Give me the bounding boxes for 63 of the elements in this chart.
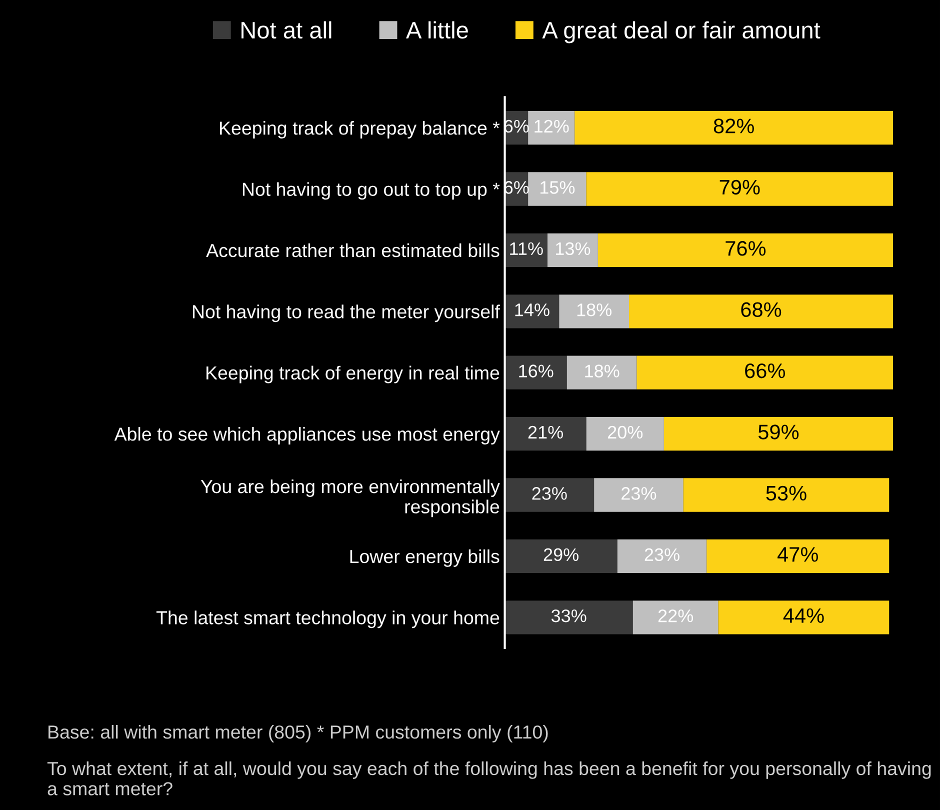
bar (586, 172, 893, 206)
y-tick-label: Not having to go out to top up * (242, 182, 500, 200)
bar (574, 110, 893, 145)
y-tick-label: Lower energy bills (350, 549, 500, 567)
bar (559, 294, 630, 328)
data-label: 29% (544, 548, 578, 562)
data-label: 82% (714, 118, 754, 134)
bar (504, 356, 567, 390)
data-label: 23% (622, 487, 656, 500)
bar (683, 478, 890, 512)
bar (504, 294, 560, 328)
y-tick-label: Accurate rather than estimated bills (206, 243, 500, 258)
data-label: 53% (766, 486, 806, 501)
y-tick-label: The latest smart technology in your home (156, 610, 500, 628)
legend-label: A great deal or fair amount (542, 21, 820, 44)
data-label: 21% (528, 426, 563, 439)
bar (632, 600, 718, 634)
data-label: 13% (556, 242, 590, 256)
bar (586, 416, 664, 451)
legend-label: Not at all (242, 21, 332, 39)
data-label: 14% (515, 304, 550, 316)
data-label: 47% (778, 547, 818, 562)
y-tick-label: Not having to read the meter yourself (192, 304, 500, 322)
text: To what extent, if at all, would you say each of the following has been a benefit for you personally of having a smart meter? (47, 761, 931, 796)
bar (504, 539, 618, 574)
bar (636, 356, 893, 390)
legend-label: A little (406, 21, 468, 39)
bar (594, 478, 684, 512)
text: Base: all with smart meter (805) * PPM customers only (110) (48, 724, 548, 742)
data-label: 12% (534, 120, 569, 133)
bar (504, 416, 586, 451)
bar (629, 294, 893, 328)
bar (617, 539, 707, 574)
data-label: 11% (510, 242, 543, 255)
y-tick-label: You are being more environmentally responsible (200, 479, 500, 518)
bar (504, 478, 594, 512)
bar (706, 539, 890, 574)
data-label: 23% (644, 548, 680, 562)
data-label: 20% (608, 426, 643, 439)
bar (718, 600, 890, 634)
data-label: 33% (551, 609, 586, 622)
data-label: 15% (540, 181, 575, 194)
bar (566, 356, 637, 390)
data-label: 68% (741, 302, 782, 317)
y-tick-label: Keeping track of energy in real time (206, 366, 500, 384)
y-tick-label: Able to see which appliances use most energy (114, 427, 500, 444)
data-label: 23% (532, 487, 567, 500)
y-tick-label: Keeping track of prepay balance * (220, 121, 500, 138)
bar (504, 600, 633, 634)
data-label: 18% (577, 303, 612, 316)
data-label: 76% (726, 241, 766, 256)
data-label: 79% (720, 180, 760, 195)
bar (528, 172, 586, 206)
data-label: 16% (519, 364, 554, 378)
data-label: 22% (658, 609, 694, 622)
bar (547, 233, 598, 268)
bar (528, 110, 575, 145)
data-label: 66% (745, 363, 785, 378)
bar (598, 233, 893, 268)
data-label: 44% (783, 608, 824, 623)
data-label: 59% (758, 424, 799, 440)
data-label: 18% (585, 364, 620, 378)
bar (664, 416, 893, 451)
